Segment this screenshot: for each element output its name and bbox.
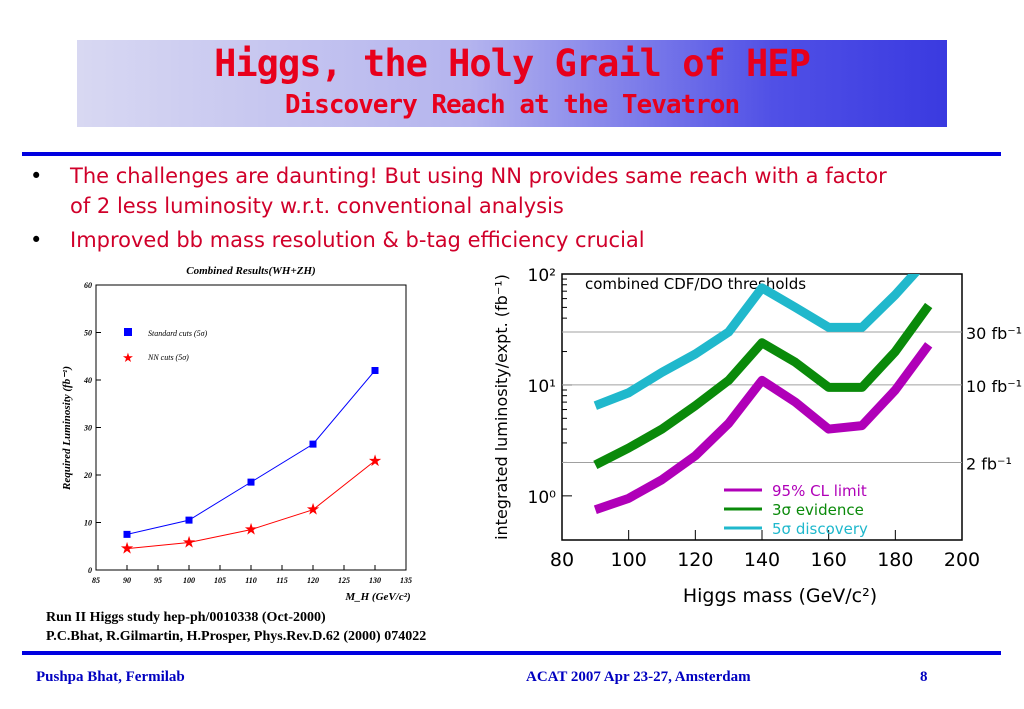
- series-band-1: [593, 302, 933, 469]
- data-point-star: ★: [368, 453, 382, 470]
- reference-line-2: P.C.Bhat, R.Gilmartin, H.Prosper, Phys.R…: [46, 629, 427, 644]
- bottom-divider: [22, 651, 1001, 655]
- chart-title: Combined Results(WH+ZH): [186, 265, 315, 277]
- x-tick-label: 100: [183, 576, 195, 585]
- chart-title: combined CDF/DO thresholds: [585, 275, 806, 293]
- legend-label: 95% CL limit: [772, 482, 867, 500]
- legend-label: 3σ evidence: [772, 501, 864, 519]
- data-point-star: ★: [306, 502, 320, 519]
- x-tick-label: 130: [369, 576, 381, 585]
- y-tick-label: 10¹: [528, 377, 556, 397]
- bullet-dot-icon: •: [30, 164, 43, 188]
- x-axis-label: M_H (GeV/c²): [344, 591, 410, 603]
- legend-marker-square: [124, 328, 132, 336]
- data-point-square: [309, 440, 317, 448]
- reference-line-1: Run II Higgs study hep-ph/0010338 (Oct-2…: [46, 610, 326, 625]
- y-axis-label: integrated luminosity/expt. (fb⁻¹): [492, 274, 511, 540]
- x-tick-label: 125: [338, 576, 350, 585]
- legend-label: 5σ discovery: [772, 520, 868, 538]
- bullet-text: Improved bb mass resolution & b-tag effi…: [70, 228, 645, 252]
- x-tick-label: 110: [245, 576, 257, 585]
- data-point-square: [371, 367, 379, 374]
- legend-label: NN cuts (5σ): [147, 353, 189, 362]
- x-tick-label: 135: [400, 576, 412, 585]
- x-tick-label: 90: [123, 576, 131, 585]
- bullet-dot-icon: •: [30, 228, 43, 252]
- series-line-0: [126, 370, 376, 535]
- slide-subtitle: Discovery Reach at the Tevatron: [284, 90, 740, 120]
- data-point-star: ★: [120, 541, 134, 558]
- x-tick-label: 160: [811, 549, 847, 571]
- legend-label: Standard cuts (5σ): [148, 329, 208, 338]
- reference-line-label: 30 fb⁻¹: [966, 324, 1022, 343]
- y-tick-label: 10: [84, 519, 92, 528]
- combined-results-chart: Combined Results(WH+ZH) 85 90 95 100 105 110 1…: [61, 265, 412, 603]
- y-tick-label: 50: [84, 329, 92, 338]
- data-point-square: [123, 530, 131, 538]
- legend-marker-star: ★: [122, 350, 134, 365]
- data-point-star: ★: [182, 534, 196, 551]
- x-tick-label: 85: [92, 576, 100, 585]
- y-tick-label: 40: [83, 376, 92, 385]
- series-band-2: [593, 274, 921, 410]
- x-tick-label: 115: [276, 576, 288, 585]
- x-axis-label: Higgs mass (GeV/c²): [683, 585, 877, 607]
- y-tick-label: 20: [83, 471, 92, 480]
- y-tick-label: 30: [83, 424, 92, 433]
- x-tick-label: 95: [154, 576, 162, 585]
- x-tick-label: 80: [550, 549, 574, 571]
- title-banner: Higgs, the Holy Grail of HEP Discovery R…: [77, 40, 947, 127]
- y-tick-label: 0: [88, 566, 92, 575]
- data-point-square: [247, 478, 255, 486]
- data-point-square: [185, 516, 193, 524]
- bullet-text: The challenges are daunting! But using N…: [70, 164, 887, 188]
- top-divider: [22, 152, 1001, 156]
- x-tick-label: 120: [677, 549, 713, 571]
- footer-event: ACAT 2007 Apr 23-27, Amsterdam: [526, 669, 751, 685]
- page-number: 8: [920, 669, 928, 685]
- series-line-1: [126, 460, 376, 550]
- y-tick-label: 60: [84, 281, 92, 290]
- discovery-threshold-chart: combined CDF/DO thresholds 80 100 120 140 16…: [492, 266, 1022, 607]
- y-axis-label: Required Luminosity (fb⁻¹): [61, 366, 73, 491]
- x-tick-label: 200: [944, 549, 980, 571]
- slide-title: Higgs, the Holy Grail of HEP: [214, 42, 811, 85]
- data-point-star: ★: [244, 522, 258, 539]
- y-tick-label: 10⁰: [528, 488, 557, 508]
- series-band-0: [593, 342, 933, 514]
- x-tick-label: 180: [877, 549, 913, 571]
- y-tick-label: 10²: [528, 266, 556, 286]
- x-tick-label: 105: [214, 576, 226, 585]
- reference-line-label: 2 fb⁻¹: [966, 454, 1012, 473]
- footer-author: Pushpa Bhat, Fermilab: [36, 669, 185, 685]
- x-tick-label: 140: [744, 549, 780, 571]
- x-tick-label: 120: [307, 576, 319, 585]
- reference-line-label: 10 fb⁻¹: [966, 377, 1022, 396]
- bullet-text-continued: of 2 less luminosity w.r.t. conventional…: [70, 194, 564, 218]
- x-tick-label: 100: [611, 549, 647, 571]
